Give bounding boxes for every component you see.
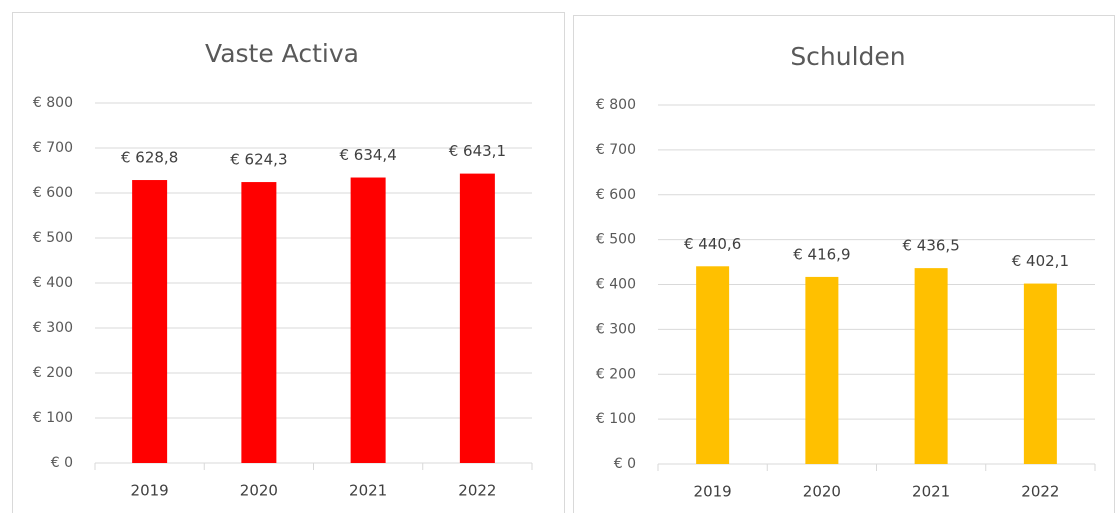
y-tick-label: € 400 — [596, 277, 636, 293]
y-tick-label: € 0 — [614, 456, 636, 472]
x-tick-label: 2020 — [240, 482, 278, 500]
value-label: € 624,3 — [230, 151, 287, 169]
bar — [1023, 283, 1057, 464]
bar — [805, 276, 839, 464]
y-tick-label: € 100 — [596, 411, 636, 427]
y-tick-label: € 800 — [33, 95, 73, 111]
y-tick-label: € 200 — [596, 366, 636, 382]
y-tick-label: € 500 — [33, 230, 73, 246]
bar — [696, 266, 730, 464]
x-tick-label: 2022 — [1021, 483, 1059, 501]
x-tick-label: 2021 — [912, 483, 950, 501]
y-tick-label: € 600 — [33, 185, 73, 201]
y-tick-label: € 200 — [33, 365, 73, 381]
x-tick-label: 2021 — [349, 482, 387, 500]
value-label: € 628,8 — [121, 149, 178, 167]
chart-title: Schulden — [790, 42, 905, 71]
x-tick-label: 2020 — [803, 483, 841, 501]
y-tick-label: € 300 — [596, 321, 636, 337]
y-tick-label: € 100 — [33, 410, 73, 426]
x-tick-label: 2019 — [694, 483, 732, 501]
x-tick-label: 2019 — [131, 482, 169, 500]
y-tick-label: € 0 — [51, 455, 73, 471]
y-tick-label: € 500 — [596, 232, 636, 248]
value-label: € 634,4 — [339, 146, 396, 164]
bar — [914, 268, 948, 464]
value-label: € 416,9 — [793, 245, 850, 263]
y-tick-label: € 300 — [33, 320, 73, 336]
y-tick-label: € 600 — [596, 187, 636, 203]
bar — [241, 182, 277, 463]
y-tick-label: € 400 — [33, 275, 73, 291]
bar — [459, 173, 495, 464]
value-label: € 643,1 — [449, 142, 506, 160]
value-label: € 440,6 — [684, 235, 741, 253]
value-label: € 402,1 — [1012, 252, 1069, 270]
chart-title: Vaste Activa — [205, 39, 359, 68]
bar — [132, 180, 168, 464]
y-tick-label: € 800 — [596, 97, 636, 113]
value-label: € 436,5 — [902, 237, 959, 255]
y-tick-label: € 700 — [33, 140, 73, 156]
x-tick-label: 2022 — [458, 482, 496, 500]
bar — [350, 177, 386, 463]
y-tick-label: € 700 — [596, 142, 636, 158]
